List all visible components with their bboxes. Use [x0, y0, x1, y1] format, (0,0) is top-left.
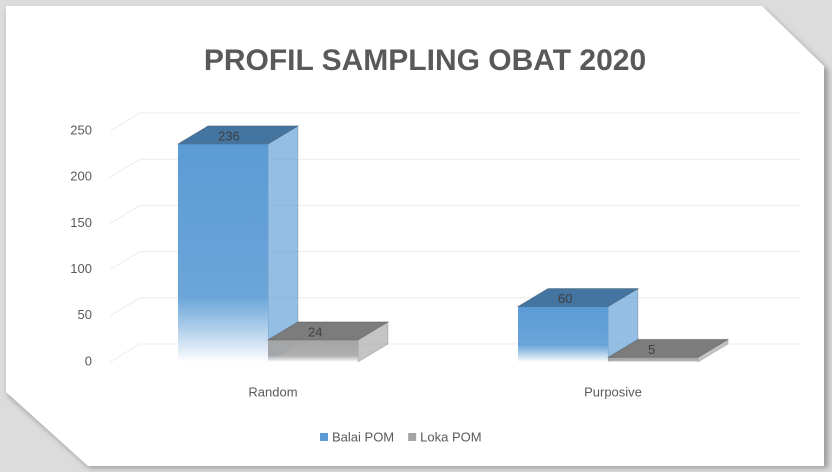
- bar-front: [178, 143, 268, 362]
- x-tick-label: Random: [248, 384, 297, 399]
- legend-swatch: [408, 433, 417, 441]
- y-tick-label: 0: [85, 353, 92, 368]
- bar: [606, 338, 730, 363]
- bar-top: [176, 125, 300, 145]
- data-label: 60: [558, 291, 572, 306]
- bar-front: [268, 339, 358, 362]
- y-tick-label: 150: [70, 215, 92, 230]
- bar: [266, 320, 390, 363]
- bar: [516, 287, 640, 363]
- bar: [176, 125, 300, 363]
- bar-top: [266, 321, 390, 341]
- bar-front: [518, 306, 608, 362]
- bar-top: [516, 288, 640, 308]
- grid-line: [109, 251, 800, 271]
- y-tick-label: 50: [78, 307, 92, 322]
- bar-front: [608, 357, 698, 362]
- legend-swatch: [320, 433, 328, 441]
- y-tick-label: 200: [70, 169, 92, 184]
- y-tick-label: 100: [70, 261, 92, 276]
- data-label: 5: [648, 342, 655, 357]
- y-tick-label: 250: [70, 122, 92, 137]
- bar-top: [606, 338, 730, 358]
- grid-line: [109, 204, 800, 224]
- legend-label: Balai POM: [332, 429, 394, 444]
- data-label: 236: [218, 128, 240, 143]
- x-tick-label: Purposive: [584, 384, 642, 399]
- grid-line: [109, 112, 800, 132]
- grid-line: [109, 158, 800, 178]
- legend-label: Loka POM: [420, 429, 481, 444]
- data-label: 24: [308, 324, 322, 339]
- chart-title: PROFIL SAMPLING OBAT 2020: [204, 44, 646, 77]
